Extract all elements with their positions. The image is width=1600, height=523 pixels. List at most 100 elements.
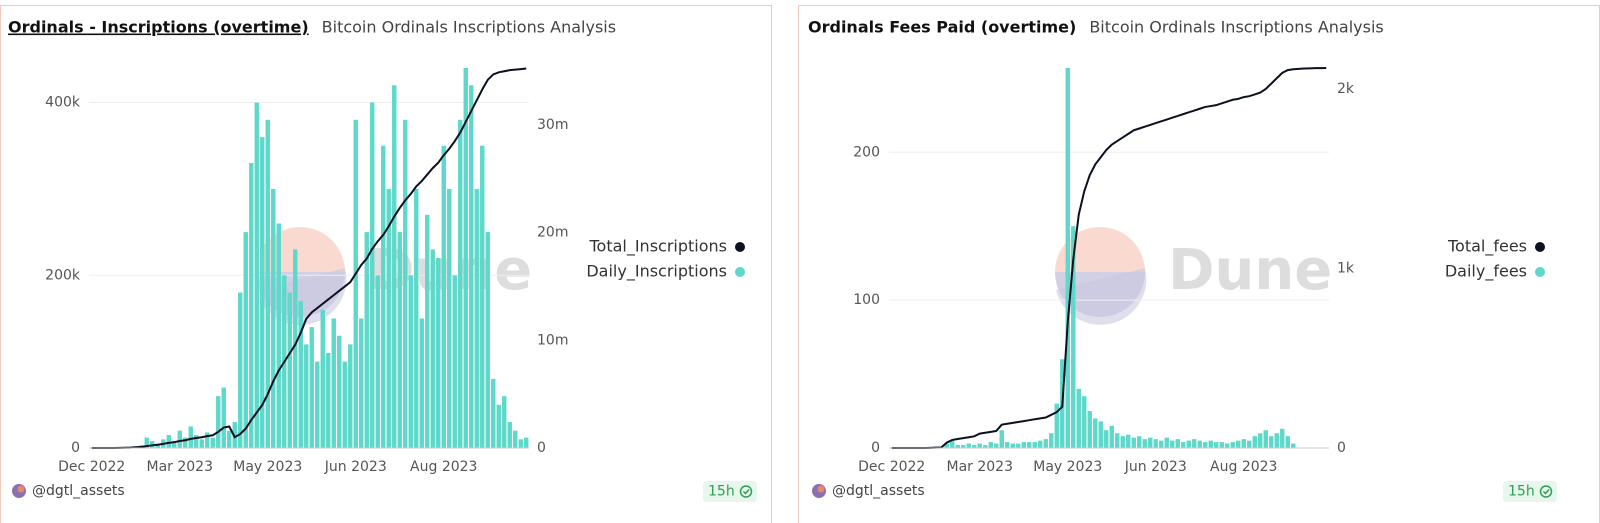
bar [155,443,160,448]
bar [1214,442,1219,448]
bar [419,318,424,448]
bar [1093,418,1098,448]
bar [221,387,226,448]
bar [293,249,298,448]
y-tick-label: 200 [853,144,880,160]
bar [370,102,375,448]
bar [955,445,960,448]
bar [1236,440,1241,448]
legend-label[interactable]: Daily_Inscriptions [586,262,727,282]
bar [1181,442,1186,448]
bar [977,443,982,448]
bar [513,430,518,448]
bar [1263,430,1268,448]
bar [177,430,182,448]
bar [452,275,457,448]
bar [315,361,320,448]
bar [1247,440,1252,448]
bar [243,232,248,448]
bar [966,443,971,448]
bar [1021,442,1026,448]
bar [166,435,171,448]
legend-label[interactable]: Daily_fees [1445,262,1527,282]
bar [144,437,149,448]
bar [1016,443,1021,448]
bar [199,439,204,448]
bar [469,85,474,448]
updated-icon [742,489,750,495]
bar [287,292,292,448]
bar [1005,442,1010,448]
chart-subtitle: Bitcoin Ordinals Inscriptions Analysis [322,18,616,37]
x-tick-label: May 2023 [1033,459,1102,475]
bar [320,309,325,448]
bar [359,318,364,448]
chart-title[interactable]: Ordinals Fees Paid (overtime) [808,18,1076,37]
bar [183,437,188,448]
bar [1087,411,1092,448]
bar [994,443,999,448]
bar [210,437,215,448]
bar [972,445,977,448]
bar [276,223,281,448]
bar [1115,433,1120,448]
bar [1175,439,1180,448]
bar [1186,440,1191,448]
bar [1137,436,1142,448]
bar [1082,396,1087,448]
bar [1142,439,1147,448]
y2-tick-label: 2k [1337,81,1355,97]
bar [216,396,221,448]
bar [260,137,265,448]
bar [463,68,468,448]
bar [326,353,331,448]
line [891,67,1327,449]
chart-subtitle: Bitcoin Ordinals Inscriptions Analysis [1089,18,1383,37]
bar [1192,439,1197,448]
bar [342,361,347,448]
bar [1109,425,1114,448]
watermark-logo [1055,227,1145,272]
bar [1049,433,1054,448]
legend-label[interactable]: Total_Inscriptions [588,237,727,257]
bar [1291,443,1296,448]
bar [1038,440,1043,448]
bar [1219,442,1224,448]
y-tick-label: 400k [45,95,81,111]
bar [480,145,485,448]
panel [0,5,772,523]
bar [331,318,336,448]
bar [414,188,419,448]
author[interactable]: @dgtl_assets [832,483,925,499]
bar [386,188,391,448]
bar [430,249,435,448]
updated-icon [1542,489,1550,495]
bar [1120,436,1125,448]
bar [1230,442,1235,448]
bar [1010,443,1015,448]
bar [1153,439,1158,448]
updated: 15h [1508,484,1535,500]
bar [950,440,955,448]
y2-tick-label: 0 [1337,440,1346,456]
bar [1197,440,1202,448]
bar [408,275,413,448]
legend-label[interactable]: Total_fees [1447,237,1527,257]
bar [392,85,397,448]
bar [518,439,523,448]
y2-tick-label: 1k [1337,261,1355,277]
bar [265,119,270,449]
bar [458,119,463,449]
bar [172,441,177,448]
y2-tick-label: 10m [537,332,568,348]
bar [397,232,402,448]
bar [1027,442,1032,448]
bar [403,119,408,449]
chart-title[interactable]: Ordinals - Inscriptions (overtime) [8,18,309,37]
bar [441,145,446,448]
bar [485,232,490,448]
y-tick-label: 100 [853,292,880,308]
author[interactable]: @dgtl_assets [32,483,125,499]
author-avatar [817,485,825,493]
bar [364,232,369,448]
